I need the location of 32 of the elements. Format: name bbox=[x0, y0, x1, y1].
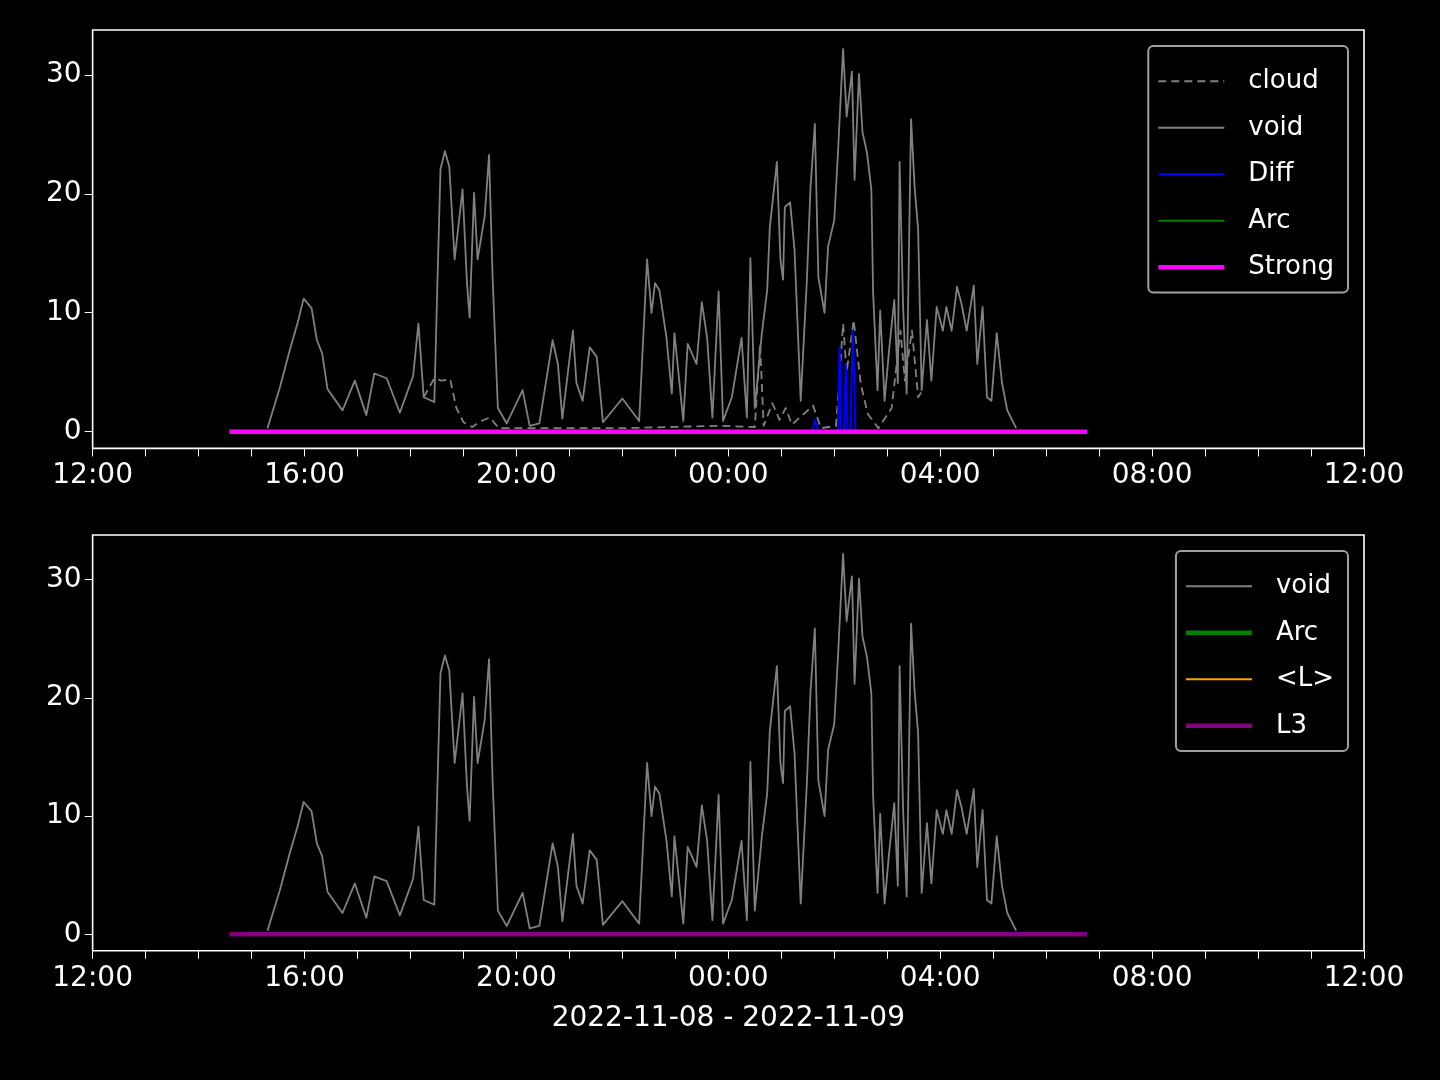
legend-label: cloud bbox=[1248, 64, 1319, 94]
x-axis-title: 2022-11-08 - 2022-11-09 bbox=[551, 1000, 905, 1034]
legend-label: void bbox=[1248, 110, 1304, 141]
legend-label: <L> bbox=[1275, 662, 1335, 692]
legend-label: Arc bbox=[1275, 615, 1319, 646]
x-tick-label: 04:00 bbox=[899, 959, 981, 993]
x-tick-label: 16:00 bbox=[264, 457, 345, 491]
x-tick-label: 12:00 bbox=[1323, 457, 1405, 491]
legend-label: void bbox=[1275, 569, 1331, 599]
x-tick-label: 00:00 bbox=[687, 457, 769, 491]
y-tick-label: 0 bbox=[63, 413, 82, 447]
legend-label: Arc bbox=[1248, 203, 1291, 234]
y-tick-label: 10 bbox=[45, 294, 82, 328]
x-tick-label: 20:00 bbox=[476, 457, 557, 491]
x-tick-label: 12:00 bbox=[52, 959, 133, 993]
x-tick-label: 16:00 bbox=[264, 959, 345, 993]
y-tick-label: 20 bbox=[45, 679, 82, 713]
y-tick-label: 10 bbox=[45, 797, 82, 831]
x-tick-label: 12:00 bbox=[52, 457, 133, 491]
legend-label: Strong bbox=[1248, 250, 1335, 280]
x-tick-label: 00:00 bbox=[687, 959, 769, 993]
y-tick-label: 0 bbox=[63, 915, 82, 949]
x-tick-label: 08:00 bbox=[1111, 959, 1193, 993]
y-tick-label: 30 bbox=[45, 561, 82, 595]
x-tick-label: 04:00 bbox=[899, 457, 981, 491]
legend-label: L3 bbox=[1275, 708, 1307, 739]
y-tick-label: 30 bbox=[45, 56, 82, 90]
x-tick-label: 08:00 bbox=[1111, 457, 1193, 491]
x-tick-label: 12:00 bbox=[1323, 959, 1405, 993]
x-tick-label: 20:00 bbox=[476, 959, 557, 993]
legend-label: Diff bbox=[1248, 157, 1295, 187]
y-tick-label: 20 bbox=[45, 175, 82, 209]
